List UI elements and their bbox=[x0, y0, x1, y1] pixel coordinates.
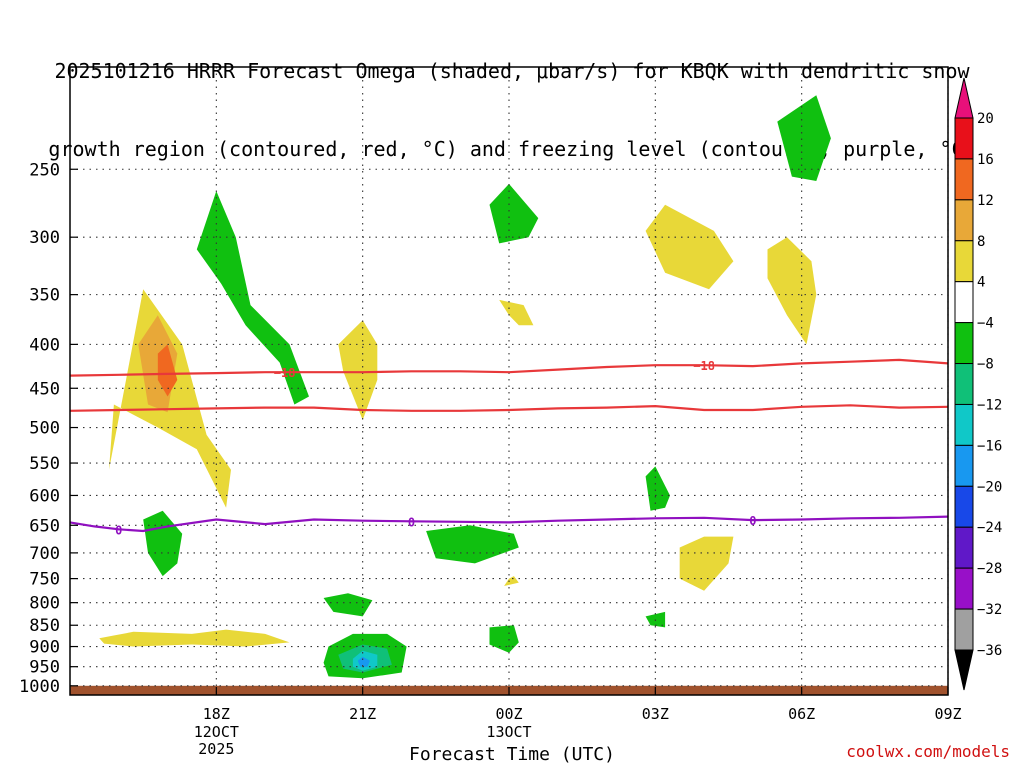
omega-region-13 bbox=[679, 536, 734, 591]
y-tick-label-850: 850 bbox=[29, 616, 60, 636]
omega-region-17 bbox=[99, 629, 290, 647]
colorbar-label-13: −36 bbox=[977, 643, 1002, 659]
y-tick-label-900: 900 bbox=[29, 638, 60, 658]
omega-region-9 bbox=[767, 237, 817, 345]
omega-region-6 bbox=[499, 299, 534, 326]
colorbar-bin-6 bbox=[954, 363, 974, 405]
colorbar-label-8: −16 bbox=[977, 438, 1002, 454]
contour-label-2-0: 0 bbox=[115, 523, 122, 537]
colorbar-label-6: −8 bbox=[977, 357, 994, 373]
omega-region-7 bbox=[645, 204, 734, 290]
x-tick-label-09Z: 09Z bbox=[934, 705, 961, 723]
colorbar-label-2: 12 bbox=[977, 193, 994, 209]
omega-region-18 bbox=[489, 625, 519, 653]
y-tick-label-450: 450 bbox=[29, 379, 60, 399]
contour-line-2 bbox=[69, 515, 949, 533]
colorbar-bin-12 bbox=[954, 608, 974, 651]
colorbar-label-4: 4 bbox=[977, 275, 985, 291]
contour-label-0-0: −18 bbox=[274, 366, 296, 380]
colorbar-bin-7 bbox=[954, 403, 974, 446]
y-tick-label-500: 500 bbox=[29, 419, 60, 439]
colorbar-label-11: −28 bbox=[977, 561, 1002, 577]
colorbar-label-9: −20 bbox=[977, 479, 1002, 495]
omega-region-2 bbox=[157, 344, 178, 397]
x-tick-year-18Z: 2025 bbox=[198, 740, 234, 758]
y-tick-label-650: 650 bbox=[29, 516, 60, 536]
chart-title-line1: 2025101216 HRRR Forecast Omega (shaded, … bbox=[54, 59, 970, 83]
contour-line-1 bbox=[69, 404, 949, 412]
omega-region-14 bbox=[504, 576, 519, 586]
omega-region-10 bbox=[645, 466, 670, 511]
colorbar-bin-9 bbox=[954, 485, 974, 528]
omega-region-0 bbox=[109, 289, 231, 508]
y-tick-label-600: 600 bbox=[29, 486, 60, 506]
colorbar-bin-4 bbox=[954, 281, 974, 324]
colorbar-bin-5 bbox=[954, 322, 974, 365]
colorbar-label-5: −4 bbox=[977, 316, 994, 332]
colorbar-bin-2 bbox=[954, 199, 974, 242]
omega-shading bbox=[99, 95, 831, 679]
colorbar-bin-0 bbox=[954, 117, 974, 160]
omega-region-8 bbox=[777, 95, 831, 181]
contour-label-2-1: 0 bbox=[408, 515, 415, 529]
chart-title: 2025101216 HRRR Forecast Omega (shaded, … bbox=[0, 6, 1024, 188]
contour-line-0 bbox=[69, 358, 949, 377]
colorbar: 20 16 12 8 4 −4 −8 −12 −16 −20 −24 −28 −32 −36 bbox=[954, 77, 1002, 691]
omega-region-16 bbox=[323, 593, 373, 617]
x-tick-label-21Z: 21Z bbox=[349, 705, 376, 723]
omega-region-22 bbox=[357, 656, 370, 667]
colorbar-label-12: −32 bbox=[977, 602, 1002, 618]
colorbar-bin-10 bbox=[954, 526, 974, 569]
y-tick-label-350: 350 bbox=[29, 286, 60, 306]
colorbar-label-7: −12 bbox=[977, 397, 1002, 413]
colorbar-label-0: 20 bbox=[977, 111, 994, 127]
y-tick-label-250: 250 bbox=[29, 160, 60, 180]
omega-region-3 bbox=[196, 191, 309, 405]
colorbar-label-10: −24 bbox=[977, 520, 1002, 536]
x-axis-label: Forecast Time (UTC) bbox=[409, 744, 615, 765]
x-tick-label-00Z: 00Z bbox=[495, 705, 522, 723]
colorbar-bin-8 bbox=[954, 444, 974, 487]
contours: −18 −18 0 0 0 bbox=[69, 358, 949, 537]
x-tick-label-06Z: 06Z bbox=[788, 705, 815, 723]
credit-link[interactable]: coolwx.com/models bbox=[846, 742, 1010, 761]
colorbar-top-arrow bbox=[954, 77, 974, 119]
y-axis: 2503003504004505005506006507007508008509… bbox=[19, 160, 78, 697]
omega-region-4 bbox=[338, 320, 378, 420]
contour-label-0-1: −18 bbox=[693, 359, 715, 373]
y-tick-label-750: 750 bbox=[29, 570, 60, 590]
x-tick-date-00Z: 13OCT bbox=[486, 723, 531, 741]
x-tick-label-18Z: 18Z bbox=[203, 705, 230, 723]
omega-region-11 bbox=[426, 525, 519, 564]
colorbar-bin-1 bbox=[954, 158, 974, 201]
y-tick-label-800: 800 bbox=[29, 594, 60, 614]
omega-region-12 bbox=[143, 510, 183, 577]
omega-region-5 bbox=[489, 183, 539, 244]
colorbar-label-3: 8 bbox=[977, 234, 985, 250]
y-tick-label-550: 550 bbox=[29, 454, 60, 474]
y-tick-label-300: 300 bbox=[29, 228, 60, 248]
y-tick-label-400: 400 bbox=[29, 335, 60, 355]
y-tick-label-950: 950 bbox=[29, 658, 60, 678]
contour-label-2-2: 0 bbox=[749, 514, 756, 528]
colorbar-bottom-arrow bbox=[954, 649, 974, 691]
x-tick-label-03Z: 03Z bbox=[642, 705, 669, 723]
y-tick-label-700: 700 bbox=[29, 544, 60, 564]
colorbar-bin-3 bbox=[954, 240, 974, 283]
x-tick-date-18Z: 12OCT bbox=[194, 723, 239, 741]
y-tick-label-1000: 1000 bbox=[19, 677, 60, 697]
colorbar-label-1: 16 bbox=[977, 152, 994, 168]
colorbar-bin-11 bbox=[954, 567, 974, 610]
